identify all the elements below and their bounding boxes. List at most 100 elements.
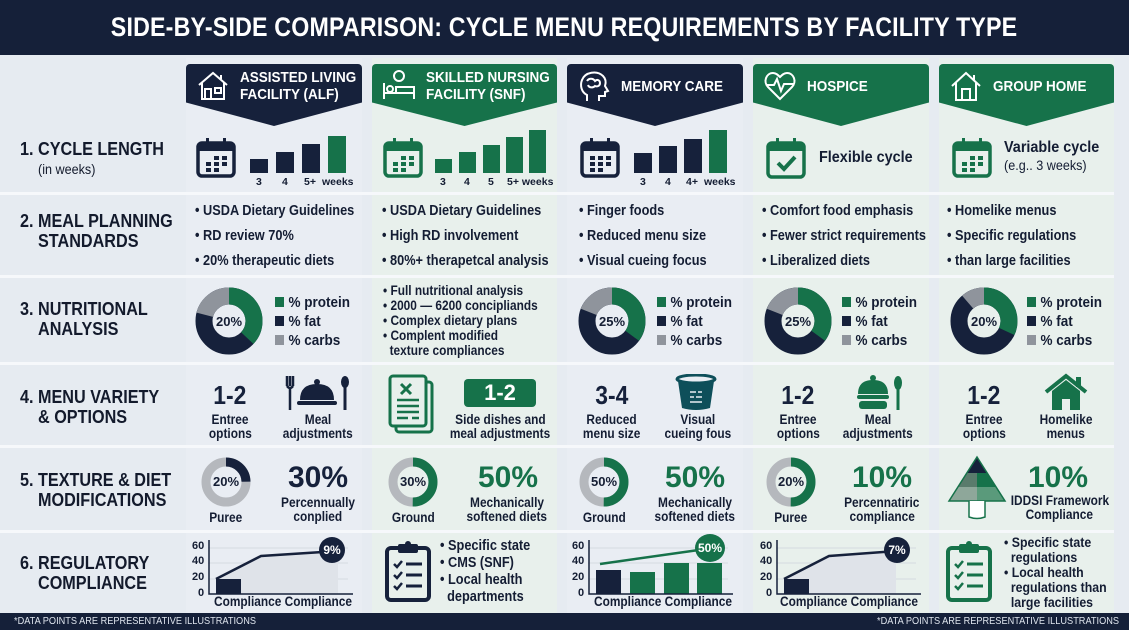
row-divider xyxy=(0,445,1114,448)
bar-label: 3 xyxy=(256,176,262,188)
row-label-meal-planning: 2. MEAL PLANNING STANDARDS xyxy=(20,211,173,251)
variety-caption: Entree options xyxy=(776,412,820,441)
cycle-bar xyxy=(709,130,727,173)
compliance-badge: 7% xyxy=(884,537,910,563)
cycle-bar xyxy=(684,139,702,173)
texture-percent: 10% xyxy=(1027,461,1089,494)
ring-caption: Puree xyxy=(209,510,243,525)
calendar-icon xyxy=(196,138,236,178)
y-tick: 20 xyxy=(572,571,585,583)
y-tick: 0 xyxy=(198,587,205,599)
nutrition-legend: % protein % fat % carbs xyxy=(275,293,358,350)
bar-label: 3 xyxy=(640,176,646,188)
bar-label: 5 xyxy=(488,176,494,188)
donut-center-value: 25% xyxy=(598,314,626,329)
row-divider xyxy=(0,275,1114,278)
row-divider xyxy=(0,362,1114,365)
y-tick: 40 xyxy=(760,555,773,567)
row-label-menu-variety: 4. MENU VARIETY & OPTIONS xyxy=(20,387,160,427)
ring-caption: Puree xyxy=(774,510,808,525)
heart-pulse-icon xyxy=(764,71,796,101)
cycle-text: Variable cycle (e.g.. 3 weeks) xyxy=(1004,139,1100,173)
compliance-x-label: Compliance Compliance xyxy=(594,594,732,609)
row-label-texture-diet: 5. TEXTURE & DIET MODIFICATIONS xyxy=(20,470,172,510)
meal-cloche-icon xyxy=(285,376,349,410)
cycle-bar xyxy=(483,145,500,173)
texture-percent: 30% xyxy=(287,461,349,494)
y-tick: 20 xyxy=(192,571,205,583)
compliance-bullets: • Specific state regulations • Local hea… xyxy=(1004,534,1107,610)
bar-label: weeks xyxy=(704,176,736,188)
row-label-cycle-length: 1. CYCLE LENGTH (in weeks) xyxy=(20,139,165,177)
texture-caption: Mechanically softened diets xyxy=(466,495,548,524)
y-tick: 60 xyxy=(760,540,773,552)
header-group-home: GROUP HOME xyxy=(939,64,1114,126)
variety-caption: Reduced menu size xyxy=(583,412,641,441)
ring-value: 20% xyxy=(212,474,240,489)
texture-ring-chart xyxy=(201,457,251,507)
calendar-check-icon xyxy=(766,138,806,179)
texture-caption: Mechanically softened diets xyxy=(654,495,736,524)
nutrition-legend: % protein % fat % carbs xyxy=(842,293,925,350)
donut-center-value: 20% xyxy=(970,314,998,329)
variety-value: 1-2 xyxy=(781,380,815,410)
texture-ring-chart xyxy=(766,457,816,507)
standards-list: • USDA Dietary Guidelines • RD review 70%… xyxy=(195,203,355,269)
cup-icon xyxy=(675,374,717,410)
y-tick: 60 xyxy=(572,540,585,552)
variety-caption: Homelike menus xyxy=(1039,412,1093,441)
standards-list: • USDA Dietary Guidelines • High RD invol… xyxy=(382,203,549,269)
bar-label: 4 xyxy=(282,176,288,188)
standards-list: • Finger foods • Reduced menu size • Visua… xyxy=(579,203,707,269)
y-tick: 0 xyxy=(766,587,773,599)
variety-caption: Side dishes and meal adjustments xyxy=(450,412,551,441)
standards-list: • Comfort food emphasis • Fewer strict re… xyxy=(762,203,927,269)
y-tick: 0 xyxy=(578,587,585,599)
cycle-bar xyxy=(276,152,294,173)
house-icon xyxy=(198,71,228,100)
page-title: SIDE-BY-SIDE COMPARISON: CYCLE MENU REQU… xyxy=(0,0,1129,55)
nutrition-legend: % protein % fat % carbs xyxy=(657,293,740,350)
compliance-badge: 9% xyxy=(319,537,345,563)
texture-percent: 10% xyxy=(851,461,913,494)
ring-caption: Ground xyxy=(582,510,626,525)
y-tick: 40 xyxy=(192,555,205,567)
texture-caption: Percennually conplied xyxy=(281,495,355,524)
ring-caption: Ground xyxy=(391,510,435,525)
row-label-regulatory: 6. REGULATORY COMPLIANCE xyxy=(20,553,150,593)
donut-center-value: 25% xyxy=(784,314,812,329)
nutrition-legend: % protein % fat % carbs xyxy=(1027,293,1110,350)
nutrition-donut-chart xyxy=(578,287,646,355)
cycle-bar xyxy=(506,137,523,173)
calendar-icon xyxy=(952,138,992,178)
footer-note-right: *DATA POINTS ARE REPRESENTATIVE ILLUSTRA… xyxy=(877,616,1119,627)
bar-label: 3 xyxy=(440,176,446,188)
texture-percent: 50% xyxy=(664,461,726,494)
variety-value: 3-4 xyxy=(595,380,629,410)
compliance-chart xyxy=(588,540,733,595)
nutrition-donut-chart xyxy=(195,287,263,355)
clipboard-checklist-icon xyxy=(385,541,431,602)
texture-caption: Percennatiric compliance xyxy=(844,495,920,524)
cycle-bar xyxy=(435,159,452,173)
ring-value: 50% xyxy=(590,474,618,489)
variety-caption: Meal adjustments xyxy=(283,412,353,441)
patient-bed-icon xyxy=(383,70,415,99)
y-tick: 20 xyxy=(760,571,773,583)
nutrition-bullets: • Full nutritional analysis • 2000 — 620… xyxy=(383,283,538,358)
calendar-icon xyxy=(580,138,620,178)
compliance-chart xyxy=(776,540,921,595)
cycle-bar xyxy=(250,159,268,173)
variety-caption: Entree options xyxy=(208,412,252,441)
donut-center-value: 20% xyxy=(215,314,243,329)
ring-value: 20% xyxy=(777,474,805,489)
standards-list: • Homelike menus • Specific regulations • … xyxy=(947,203,1077,269)
row-label-nutritional-analysis: 3. NUTRITIONAL ANALYSIS xyxy=(20,299,148,339)
variety-caption: Entree options xyxy=(962,412,1006,441)
bar-label: 4+ xyxy=(686,176,698,188)
house-icon xyxy=(951,71,981,101)
cycle-bar xyxy=(659,146,677,173)
compliance-x-label: Compliance Compliance xyxy=(214,594,352,609)
house-icon xyxy=(1044,373,1088,410)
variety-caption: Meal adjustments xyxy=(843,412,913,441)
